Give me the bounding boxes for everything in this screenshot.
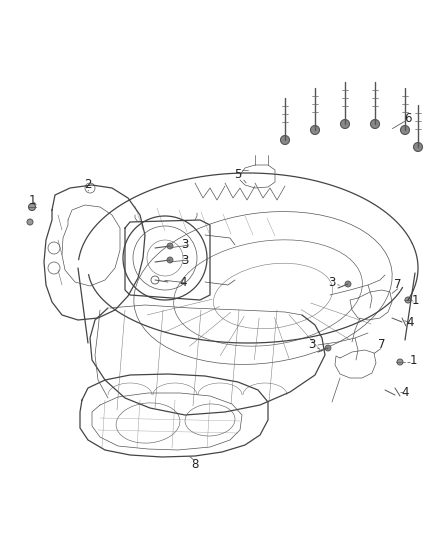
Circle shape	[405, 297, 411, 303]
Circle shape	[167, 243, 173, 249]
Text: 6: 6	[404, 111, 412, 125]
Circle shape	[400, 125, 410, 134]
Text: 1: 1	[28, 193, 36, 206]
Text: 3: 3	[328, 276, 336, 288]
Text: 5: 5	[234, 168, 242, 182]
Text: 7: 7	[394, 279, 402, 292]
Circle shape	[311, 125, 319, 134]
Text: 2: 2	[84, 179, 92, 191]
Text: 3: 3	[181, 238, 189, 252]
Text: 3: 3	[308, 338, 316, 351]
Circle shape	[340, 119, 350, 128]
Text: 1: 1	[411, 294, 419, 306]
Circle shape	[167, 257, 173, 263]
Text: 4: 4	[406, 316, 414, 328]
Text: 7: 7	[378, 338, 386, 351]
Circle shape	[345, 281, 351, 287]
Text: 8: 8	[191, 458, 199, 472]
Circle shape	[280, 135, 290, 144]
Text: 1: 1	[409, 353, 417, 367]
Text: 4: 4	[401, 385, 409, 399]
Circle shape	[27, 219, 33, 225]
Circle shape	[413, 142, 423, 151]
Text: 4: 4	[179, 277, 187, 289]
Circle shape	[397, 359, 403, 365]
Circle shape	[28, 204, 35, 211]
Circle shape	[371, 119, 379, 128]
Circle shape	[325, 345, 331, 351]
Text: 3: 3	[181, 254, 189, 266]
